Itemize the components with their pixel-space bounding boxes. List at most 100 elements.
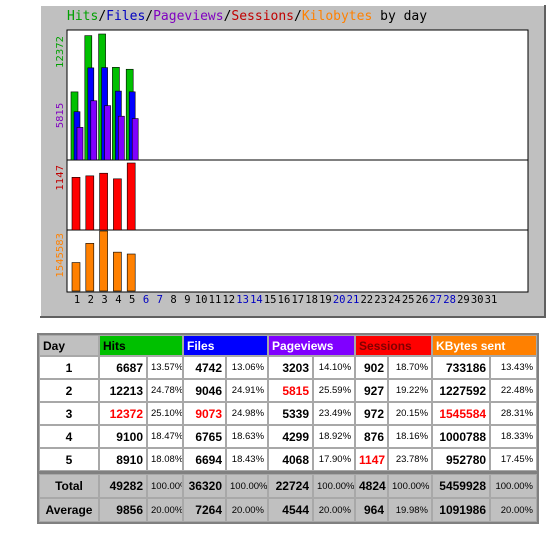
cell: 23.49% [313, 402, 356, 425]
cell: 733186 [432, 356, 491, 379]
x-tick-label: 24 [388, 294, 401, 306]
cell: 972 [355, 402, 389, 425]
cell: 3 [39, 402, 99, 425]
x-tick-label: 21 [347, 294, 360, 306]
cell: 18.92% [313, 425, 356, 448]
cell: 18.08% [147, 448, 184, 471]
cell: 902 [355, 356, 389, 379]
cell: 25.10% [147, 402, 184, 425]
cell: 24.98% [226, 402, 269, 425]
cell: 18.63% [226, 425, 269, 448]
cell: 18.33% [490, 425, 538, 448]
header-cell: Pageviews [268, 335, 356, 356]
cell: 100.00% [226, 474, 268, 498]
x-tick-label: 1 [74, 294, 80, 306]
x-tick-label: 16 [278, 294, 291, 306]
title-part: Files [106, 9, 145, 24]
chart: Hits/Files/Pageviews/Sessions/Kilobytes … [39, 4, 546, 318]
cell: 18.16% [388, 425, 433, 448]
cell: 1545584 [432, 402, 491, 425]
summary-table: Total49282100.00%36320100.00%22724100.00… [37, 472, 539, 524]
day-row: 4 9100 18.47% 6765 18.63% 4299 18.92% 876 18.16%… [39, 425, 538, 448]
bar [113, 251, 122, 292]
day-row: 2 12213 24.78% 9046 24.91% 5815 25.59% 927 19.22… [39, 379, 538, 402]
cell: 25.59% [313, 379, 356, 402]
cell: 927 [355, 379, 389, 402]
cell: 3203 [268, 356, 314, 379]
bar [71, 262, 81, 292]
x-tick-label: 27 [429, 294, 442, 306]
bar [99, 172, 108, 231]
title-part: Hits [67, 9, 98, 24]
cell: 952780 [432, 448, 491, 471]
cell: 9856 [99, 498, 147, 522]
day-row: 5 8910 18.08% 6694 18.43% 4068 17.90% 1147 23.78… [39, 448, 538, 471]
cell: 4068 [268, 448, 314, 471]
chart-title: Hits/Files/Pageviews/Sessions/Kilobytes … [67, 9, 427, 24]
cell: 1147 [355, 448, 389, 471]
cell: 1000788 [432, 425, 491, 448]
x-tick-label: 29 [457, 294, 470, 306]
x-tick-label: 25 [402, 294, 415, 306]
cell: 22.48% [490, 379, 538, 402]
plot-area [66, 29, 529, 293]
cell: 7264 [183, 498, 226, 522]
bar [104, 105, 111, 161]
cell: 20.00% [490, 498, 537, 522]
cell: 17.90% [313, 448, 356, 471]
cell: 20.00% [226, 498, 268, 522]
cell: Average [39, 498, 99, 522]
cell: 8910 [99, 448, 147, 471]
cell: 17.45% [490, 448, 538, 471]
y-tick-label: 12372 [55, 36, 66, 68]
x-tick-label: 15 [264, 294, 277, 306]
cell: 4 [39, 425, 99, 448]
x-tick-label: 30 [471, 294, 484, 306]
cell: 9046 [183, 379, 227, 402]
cell: 19.22% [388, 379, 433, 402]
cell: 6694 [183, 448, 227, 471]
total-row: Total49282100.00%36320100.00%22724100.00… [39, 474, 537, 498]
cell: 9100 [99, 425, 147, 448]
cell: 20.15% [388, 402, 433, 425]
x-tick-label: 5 [129, 294, 135, 306]
x-tick-label: 18 [305, 294, 318, 306]
title-part: / [98, 9, 106, 24]
x-tick-label: 13 [236, 294, 249, 306]
x-tick-label: 4 [115, 294, 121, 306]
cell: 4544 [268, 498, 313, 522]
bevel-light [39, 4, 545, 317]
x-tick-label: 2 [88, 294, 94, 306]
cell: 49282 [99, 474, 147, 498]
cell: 13.06% [226, 356, 269, 379]
title-part: / [224, 9, 232, 24]
cell: 4742 [183, 356, 227, 379]
bar [90, 100, 98, 161]
title-part: Kilobytes [302, 9, 372, 24]
x-tick-label: 23 [374, 294, 387, 306]
bar [99, 230, 108, 292]
cell: 9073 [183, 402, 227, 425]
header-row: Day Hits Files Pageviews Sessions KBytes sent [39, 335, 538, 356]
cell: 19.98% [388, 498, 432, 522]
cell: 5339 [268, 402, 314, 425]
bar [71, 177, 81, 231]
cell: 964 [355, 498, 388, 522]
cell: 100.00% [388, 474, 432, 498]
cell: 5815 [268, 379, 314, 402]
cell: 18.70% [388, 356, 433, 379]
x-tick-label: 22 [360, 294, 373, 306]
cell: 20.00% [147, 498, 183, 522]
day-row: 1 6687 13.57% 4742 13.06% 3203 14.10% 902 18.70%… [39, 356, 538, 379]
cell: 2 [39, 379, 99, 402]
bar [118, 115, 125, 161]
cell: 13.57% [147, 356, 184, 379]
cell: 1091986 [432, 498, 490, 522]
cell: 12213 [99, 379, 147, 402]
cell: 100.00% [313, 474, 355, 498]
title-part: Sessions [231, 9, 294, 24]
header-cell: KBytes sent [432, 335, 538, 356]
cell: 1 [39, 356, 99, 379]
x-tick-label: 11 [209, 294, 222, 306]
average-row: Average 9856 20.00% 7264 20.00% 4544 20.00% 964… [39, 498, 537, 522]
